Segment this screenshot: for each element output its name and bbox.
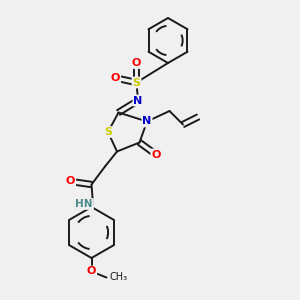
Text: HN: HN [76, 199, 93, 209]
Text: O: O [87, 266, 96, 277]
Text: O: O [132, 58, 141, 68]
Text: O: O [151, 149, 161, 160]
Text: S: S [133, 77, 140, 88]
Text: CH₃: CH₃ [110, 272, 128, 283]
Text: N: N [142, 116, 152, 127]
Text: O: O [66, 176, 75, 187]
Text: O: O [111, 73, 120, 83]
Text: S: S [104, 127, 112, 137]
Text: N: N [134, 95, 142, 106]
